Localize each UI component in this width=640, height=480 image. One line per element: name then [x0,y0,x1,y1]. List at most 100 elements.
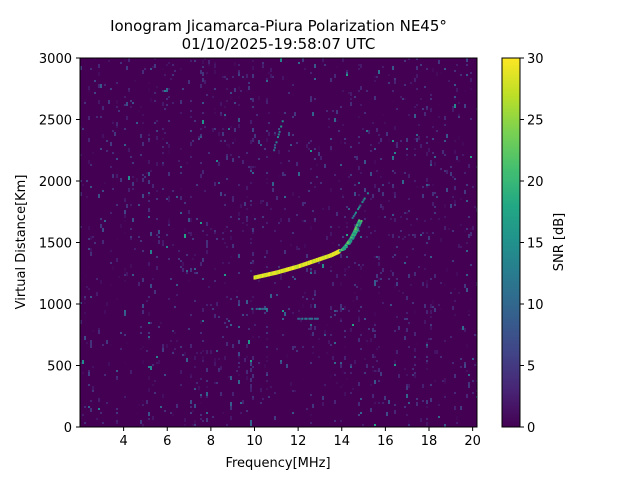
noise-cell [310,168,312,170]
noise-cell [434,156,436,158]
noise-cell [264,126,266,128]
noise-cell [262,216,264,218]
noise-cell [454,104,456,108]
noise-cell [98,64,100,68]
noise-cell [148,134,150,136]
noise-cell [202,72,204,76]
noise-cell [310,324,312,326]
noise-cell [252,296,254,298]
noise-cell [276,294,278,296]
noise-cell [396,142,398,144]
noise-cell [142,346,144,348]
noise-cell [100,148,102,150]
noise-cell [450,172,452,176]
noise-cell [414,180,416,182]
noise-cell [364,218,366,220]
noise-cell [124,128,126,130]
noise-cell [244,358,246,360]
noise-cell [340,282,342,286]
noise-cell [466,242,468,244]
noise-cell [358,402,360,406]
noise-cell [470,72,472,74]
noise-cell [466,288,468,292]
noise-cell [226,100,228,102]
noise-cell [276,196,278,200]
noise-cell [464,172,466,174]
noise-cell [124,362,126,364]
noise-cell [196,352,198,354]
noise-cell [256,114,258,116]
noise-cell [158,360,160,364]
noise-cell [162,90,164,92]
noise-cell [430,382,432,384]
noise-cell [240,402,242,404]
noise-cell [282,172,284,176]
noise-cell [90,68,92,70]
noise-cell [440,72,442,74]
noise-cell [88,226,90,230]
noise-cell [426,354,428,356]
noise-cell [202,66,204,68]
noise-cell [156,120,158,122]
noise-cell [458,102,460,104]
noise-cell [422,136,424,138]
noise-cell [86,342,88,344]
noise-cell [202,78,204,82]
noise-cell [258,336,260,338]
noise-cell [378,246,380,248]
noise-cell [222,132,224,136]
echo-cell [298,317,301,320]
noise-cell [374,356,376,358]
noise-cell [102,228,104,232]
echo-cell [265,307,268,310]
noise-cell [250,262,252,264]
noise-cell [230,324,232,326]
noise-cell [346,226,348,228]
noise-cell [246,224,248,226]
noise-cell [172,414,174,416]
noise-cell [278,174,280,178]
noise-cell [322,402,324,406]
noise-cell [426,186,428,188]
noise-cell [98,408,100,410]
noise-cell [128,90,130,92]
noise-cell [348,266,350,268]
noise-cell [222,238,224,240]
echo-cell [257,307,260,310]
noise-cell [310,272,312,274]
noise-cell [266,338,268,340]
noise-cell [396,246,398,248]
noise-cell [328,118,330,120]
noise-cell [360,266,362,270]
noise-cell [194,366,196,368]
noise-cell [148,82,150,84]
noise-cell [200,162,202,164]
noise-cell [392,234,394,238]
noise-cell [150,68,152,70]
noise-cell [126,204,128,208]
noise-cell [310,338,312,340]
noise-cell [180,188,182,190]
noise-cell [226,88,228,90]
noise-cell [162,162,164,164]
noise-cell [190,110,192,112]
noise-cell [250,420,252,422]
noise-cell [88,248,90,250]
noise-cell [296,162,298,166]
noise-cell [142,278,144,282]
noise-cell [394,288,396,290]
noise-cell [252,356,254,360]
noise-cell [310,362,312,364]
echo-cell [281,120,284,123]
noise-cell [464,104,466,108]
noise-cell [116,376,118,378]
noise-cell [390,218,392,220]
noise-cell [418,358,420,360]
noise-cell [116,106,118,108]
noise-cell [382,268,384,272]
noise-cell [142,250,144,252]
noise-cell [406,296,408,300]
noise-cell [308,190,310,192]
noise-cell [380,176,382,178]
noise-cell [438,404,440,406]
